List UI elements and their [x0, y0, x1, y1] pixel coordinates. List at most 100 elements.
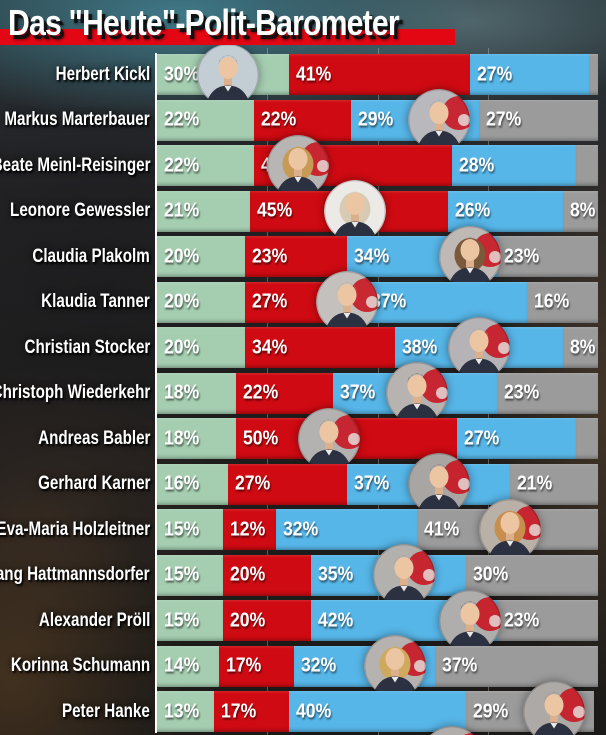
bar-value-label: 17% — [221, 700, 257, 722]
bar-segment-green: 15% — [157, 509, 224, 550]
bar-segment-green: 15% — [157, 554, 224, 596]
table-row: Beate Meinl-Reisinger 22%45%28% — [0, 134, 606, 197]
bar-segment-gray: 8% — [562, 327, 598, 368]
bar-value-label: 27% — [234, 472, 270, 495]
bar-value-label: 21% — [516, 472, 552, 495]
title-underline-bar — [0, 29, 455, 45]
politician-name: Christian Stocker — [24, 336, 150, 358]
bar-segment-gray: 23% — [496, 236, 598, 277]
bar-value-label: 37% — [371, 290, 407, 313]
bar-segment-gray: 23% — [496, 600, 598, 641]
bar-value-label: 23% — [252, 245, 288, 267]
table-row: Korinna Schumann 14% 17% 32% 37% — [0, 635, 606, 697]
bar-track: 20% 34% 38% 8% — [157, 327, 598, 368]
politician-photo — [196, 43, 259, 106]
bar-value-label: 41% — [296, 63, 332, 85]
politician-photo — [439, 225, 502, 288]
bar-value-label: 15% — [164, 563, 200, 586]
bar-segment-green: 18% — [157, 418, 237, 459]
table-row: Claudia Plakolm 20% 23% 34% 23% — [0, 225, 606, 288]
bar-segment-red: 17% — [218, 645, 294, 687]
politician-photo — [372, 544, 435, 606]
table-row: Alexander Pröll 15% 20% 42% 23% — [0, 589, 606, 652]
bar-segment-red: 41% — [289, 54, 471, 95]
bar-segment-gray: 27% — [478, 99, 598, 141]
politician-name: Wolfgang Hattmannsdorfer — [0, 564, 150, 585]
politician-name: Beate Meinl-Reisinger — [0, 154, 150, 176]
bar-track: 18% 50% 27% — [157, 418, 598, 459]
politician-name: Herbert Kickl — [55, 63, 150, 85]
bar-value-label: 22% — [164, 154, 200, 176]
bar-segment-red: 17% — [214, 691, 290, 732]
bar-value-label: 32% — [283, 518, 319, 540]
bar-segment-green: 20% — [157, 327, 246, 368]
bar-segment-blue: 28% — [452, 145, 576, 186]
bar-value-label: 26% — [455, 199, 491, 222]
table-row: Andreas Babler 18% 50% 27% — [0, 407, 606, 470]
table-row: Herbert Kickl 30% 41% 27% — [0, 43, 606, 106]
bar-value-label: 18% — [164, 427, 200, 449]
bar-value-label: 21% — [164, 199, 200, 222]
politician-photo — [439, 589, 502, 652]
bar-segment-green: 22% — [157, 99, 255, 141]
bar-track: 22%45%28% — [157, 145, 598, 186]
bar-value-label: 20% — [230, 609, 266, 631]
bar-segment-red: 22% — [254, 99, 352, 141]
bar-value-label: 16% — [534, 290, 570, 313]
bar-value-label: 22% — [243, 381, 279, 404]
politician-photo — [447, 316, 510, 379]
table-row: Markus Marterbauer 22% 22% 29% 27% — [0, 89, 606, 151]
bar-segment-green: 18% — [157, 372, 237, 414]
bar-segment-blue: 37% — [364, 281, 528, 323]
bar-value-label: 41% — [424, 518, 460, 540]
page-title: Das "Heute"-Polit-Barometer — [8, 2, 400, 43]
bar-value-label: 37% — [340, 381, 376, 404]
bar-segment-gray — [575, 418, 598, 459]
bar-segment-gray: 8% — [562, 190, 598, 232]
bar-value-label: 16% — [164, 472, 200, 495]
bar-value-label: 50% — [243, 427, 279, 449]
bar-value-label: 35% — [318, 563, 354, 586]
bar-track: 13% 17% 40% 29% — [157, 691, 598, 732]
bar-value-label: 23% — [503, 381, 539, 404]
bar-segment-red: 27% — [227, 463, 347, 505]
table-row: Gerhard Karner 16% 27% 37% 21% — [0, 453, 606, 515]
politician-photo — [408, 89, 471, 151]
bar-segment-red: 22% — [236, 372, 334, 414]
bar-value-label: 12% — [230, 518, 266, 540]
politician-photo — [386, 362, 449, 424]
politician-name: Peter Hanke — [62, 700, 150, 722]
politician-name: Claudia Plakolm — [32, 245, 150, 267]
bar-segment-blue: 27% — [470, 54, 590, 95]
bar-track: 15% 12% 32% 41% — [157, 509, 598, 550]
bar-segment-red: 12% — [223, 509, 277, 550]
politician-photo — [315, 271, 378, 333]
politician-name: Korinna Schumann — [10, 655, 150, 676]
table-row: Leonore Gewessler 21% 45% 26% 8% — [0, 180, 606, 242]
bar-track: 18% 22% 37% 23% — [157, 372, 598, 414]
bar-segment-green: 16% — [157, 463, 228, 505]
cutoff-politician-photo — [421, 726, 484, 735]
politician-name: Alexander Pröll — [38, 609, 150, 631]
bar-value-label: 37% — [353, 472, 389, 495]
bar-value-label: 20% — [230, 563, 266, 586]
bar-value-label: 27% — [485, 108, 522, 131]
politician-name: Andreas Babler — [37, 427, 150, 449]
bar-value-label: 29% — [472, 700, 508, 722]
bar-value-label: 8% — [569, 199, 596, 222]
bar-segment-gray — [575, 145, 598, 186]
bar-value-label: 40% — [296, 700, 332, 722]
bar-segment-blue: 32% — [276, 509, 418, 550]
bar-value-label: 32% — [300, 654, 336, 677]
bar-value-label: 20% — [164, 245, 200, 267]
bar-value-label: 17% — [225, 654, 261, 677]
bar-segment-green: 15% — [157, 600, 224, 641]
bar-segment-blue: 26% — [448, 190, 563, 232]
bar-segment-blue: 40% — [289, 691, 466, 732]
bar-value-label: 37% — [441, 654, 478, 677]
bar-track: 22% 22% 29% 27% — [157, 99, 598, 141]
bar-value-label: 14% — [164, 654, 200, 677]
bar-segment-green: 20% — [157, 236, 246, 277]
bar-value-label: 30% — [164, 63, 200, 85]
